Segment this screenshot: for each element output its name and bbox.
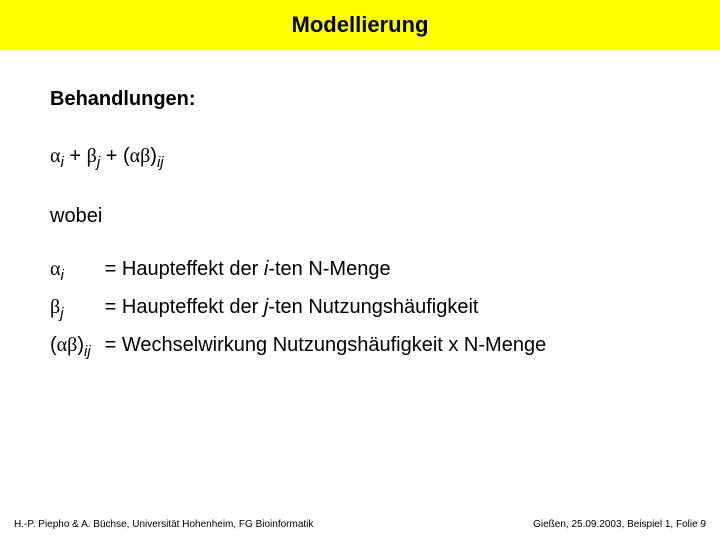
definition-row: βj= Haupteffekt der j-ten Nutzungshäufig… — [50, 296, 546, 334]
wobei-label: wobei — [50, 205, 670, 228]
slide-content: Behandlungen: αi + βj + (αβ)ij wobei αi=… — [0, 50, 720, 372]
plus-1: + — [64, 145, 87, 167]
definition-text: = Haupteffekt der i-ten N-Menge — [105, 258, 547, 296]
definition-row: αi= Haupteffekt der i-ten N-Menge — [50, 258, 546, 296]
definition-symbol: αi — [50, 258, 105, 296]
definition-symbol: βj — [50, 296, 105, 334]
slide-container: Modellierung Behandlungen: αi + βj + (αβ… — [0, 0, 720, 540]
definition-symbol: (αβ)ij — [50, 334, 105, 372]
section-heading: Behandlungen: — [50, 88, 670, 111]
definition-row: (αβ)ij= Wechselwirkung Nutzungshäufigkei… — [50, 334, 546, 372]
slide-title: Modellierung — [0, 0, 720, 50]
alpha-symbol: α — [50, 145, 60, 167]
footer-left: H.-P. Piepho & A. Büchse, Universität Ho… — [14, 519, 313, 530]
definitions-table: αi= Haupteffekt der i-ten N-Mengeβj= Hau… — [50, 258, 546, 372]
beta-symbol: β — [87, 145, 97, 167]
plus-2: + ( — [100, 145, 129, 167]
close-paren: ) — [150, 145, 157, 167]
slide-footer: H.-P. Piepho & A. Büchse, Universität Ho… — [0, 519, 720, 530]
footer-right: Gießen, 25.09.2003, Beispiel 1, Folie 9 — [533, 519, 706, 530]
interaction-subscript: ij — [157, 154, 164, 171]
definition-text: = Wechselwirkung Nutzungshäufigkeit x N-… — [105, 334, 547, 372]
definition-text: = Haupteffekt der j-ten Nutzungshäufigke… — [105, 296, 547, 334]
interaction-symbol: αβ — [130, 145, 151, 167]
model-formula: αi + βj + (αβ)ij — [50, 145, 670, 171]
